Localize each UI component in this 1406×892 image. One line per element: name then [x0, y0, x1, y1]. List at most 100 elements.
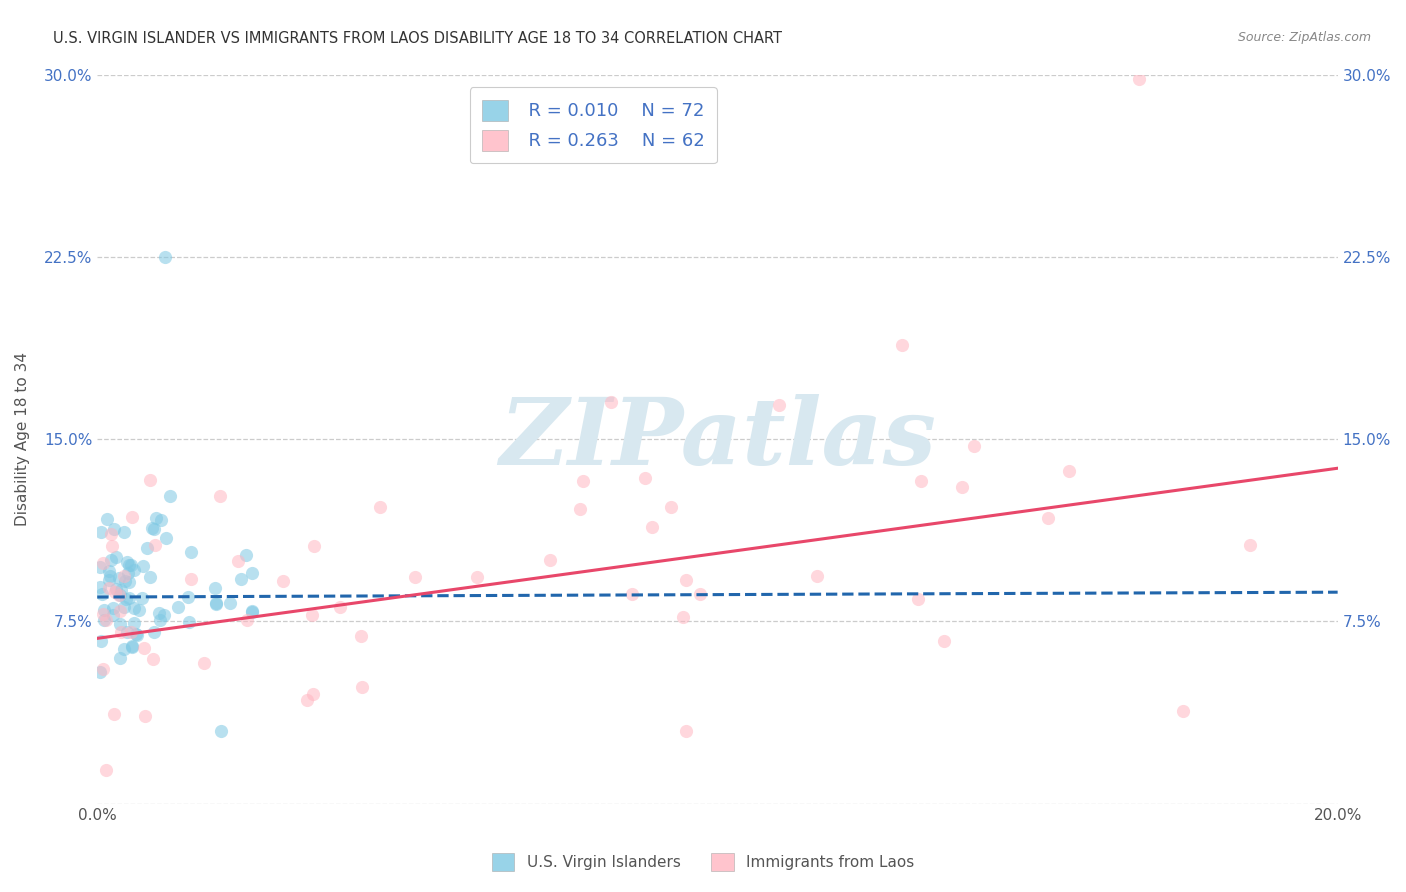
Point — [538, 553, 561, 567]
Point — [114, 574, 136, 589]
Point — [180, 572, 202, 586]
Point — [107, 588, 129, 602]
Point — [142, 522, 165, 536]
Point — [634, 471, 657, 485]
Point — [104, 585, 127, 599]
Point — [93, 607, 115, 621]
Point — [368, 500, 391, 515]
Point — [94, 613, 117, 627]
Point — [89, 580, 111, 594]
Point — [100, 527, 122, 541]
Point — [139, 570, 162, 584]
Point — [128, 602, 150, 616]
Point — [120, 624, 142, 639]
Text: U.S. VIRGIN ISLANDER VS IMMIGRANTS FROM LAOS DISABILITY AGE 18 TO 34 CORRELATION: U.S. VIRGIN ISLANDER VS IMMIGRANTS FROM … — [53, 31, 782, 46]
Point — [1239, 538, 1261, 552]
Point — [131, 591, 153, 605]
Point — [97, 564, 120, 578]
Point — [96, 512, 118, 526]
Point — [90, 524, 112, 539]
Point — [302, 539, 325, 553]
Point — [112, 568, 135, 582]
Point — [226, 554, 249, 568]
Legend:   R = 0.010    N = 72,   R = 0.263    N = 62: R = 0.010 N = 72, R = 0.263 N = 62 — [470, 87, 717, 163]
Point — [121, 640, 143, 654]
Point — [302, 687, 325, 701]
Point — [117, 566, 139, 581]
Point — [208, 489, 231, 503]
Point — [180, 545, 202, 559]
Point — [142, 652, 165, 666]
Point — [115, 625, 138, 640]
Point — [132, 640, 155, 655]
Point — [150, 513, 173, 527]
Point — [100, 553, 122, 567]
Point — [122, 563, 145, 577]
Point — [235, 613, 257, 627]
Point — [108, 571, 131, 585]
Point — [110, 625, 132, 640]
Point — [103, 608, 125, 623]
Point — [122, 600, 145, 615]
Point — [465, 570, 488, 584]
Point — [155, 531, 177, 545]
Point — [93, 662, 115, 676]
Point — [806, 569, 828, 583]
Point — [91, 587, 114, 601]
Point — [108, 604, 131, 618]
Point — [204, 581, 226, 595]
Point — [301, 607, 323, 622]
Point — [118, 591, 141, 605]
Point — [350, 629, 373, 643]
Point — [89, 559, 111, 574]
Point — [98, 573, 121, 587]
Point — [108, 650, 131, 665]
Point — [659, 500, 682, 515]
Point — [93, 556, 115, 570]
Point — [962, 439, 984, 453]
Point — [205, 597, 228, 611]
Point — [97, 581, 120, 595]
Point — [145, 511, 167, 525]
Point — [93, 603, 115, 617]
Point — [110, 582, 132, 597]
Point — [235, 549, 257, 563]
Point — [177, 615, 200, 629]
Point — [101, 600, 124, 615]
Point — [134, 709, 156, 723]
Point — [932, 634, 955, 648]
Point — [115, 556, 138, 570]
Point — [176, 590, 198, 604]
Point — [599, 395, 621, 409]
Point — [120, 558, 142, 572]
Point — [149, 613, 172, 627]
Point — [675, 573, 697, 587]
Point — [124, 626, 146, 640]
Point — [219, 596, 242, 610]
Point — [675, 723, 697, 738]
Point — [890, 338, 912, 352]
Point — [143, 538, 166, 552]
Point — [240, 566, 263, 581]
Point — [907, 592, 929, 607]
Point — [121, 510, 143, 524]
Point — [1128, 72, 1150, 87]
Point — [143, 624, 166, 639]
Point — [240, 604, 263, 618]
Point — [193, 656, 215, 670]
Point — [240, 605, 263, 619]
Point — [620, 587, 643, 601]
Point — [141, 521, 163, 535]
Point — [155, 250, 177, 264]
Point — [641, 520, 664, 534]
Point — [159, 489, 181, 503]
Point — [121, 639, 143, 653]
Point — [572, 474, 595, 488]
Point — [114, 600, 136, 615]
Point — [117, 558, 139, 573]
Point — [122, 615, 145, 630]
Point — [104, 549, 127, 564]
Point — [404, 570, 426, 584]
Point — [148, 607, 170, 621]
Point — [94, 764, 117, 778]
